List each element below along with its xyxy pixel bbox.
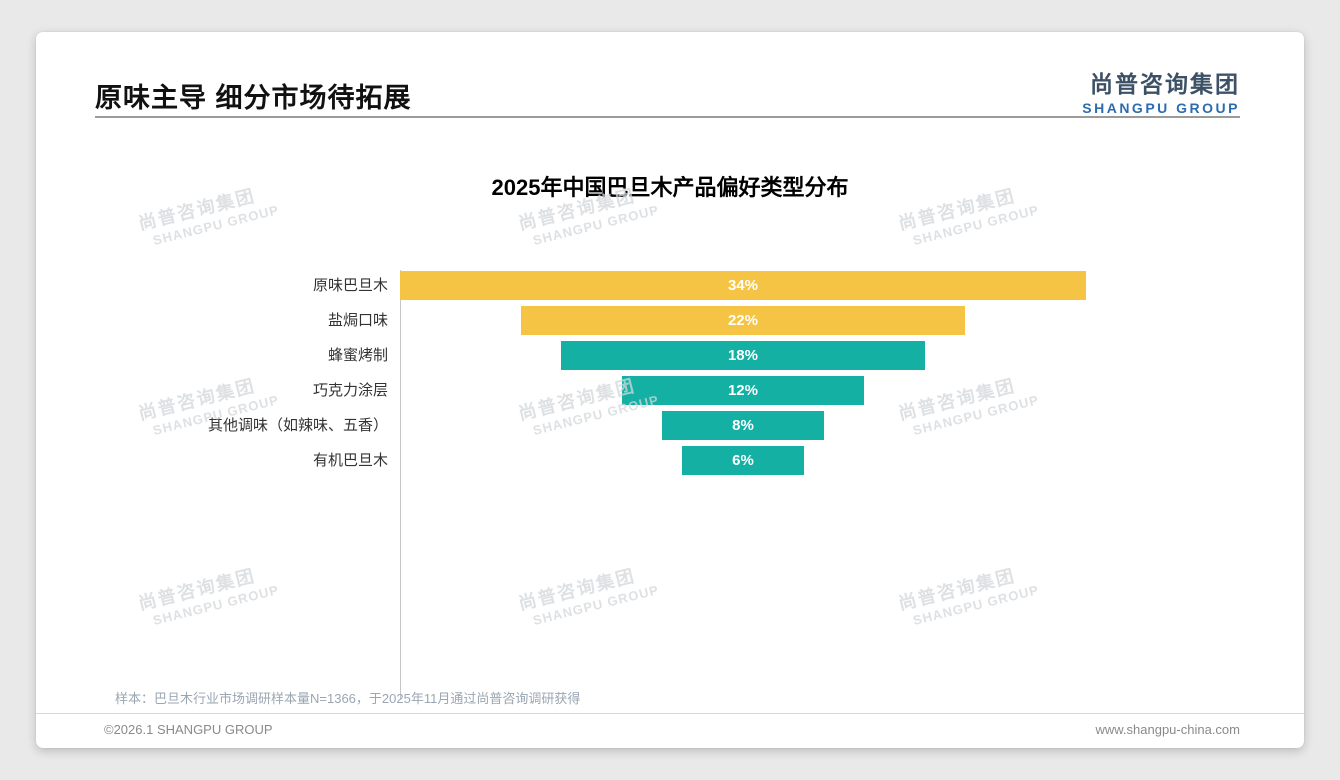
category-label: 原味巴旦木 [312, 277, 388, 294]
watermark-chinese-text: 尚普咨询集团 [516, 565, 638, 614]
footer-divider [36, 713, 1304, 714]
logo-chinese-text: 尚普咨询集团 [1090, 71, 1240, 97]
category-label: 其他调味（如辣味、五香） [207, 417, 388, 434]
watermark-chinese-text: 尚普咨询集团 [136, 565, 258, 614]
funnel-row: 原味巴旦木 34% [36, 271, 1304, 300]
funnel-bar: 34% [399, 271, 1087, 300]
watermark-english-text: SHANGPU GROUP [911, 581, 1041, 628]
brand-watermark: 尚普咨询集团 SHANGPU GROUP [896, 548, 1090, 632]
watermark-english-text: SHANGPU GROUP [531, 581, 661, 628]
chart-axis-line [400, 270, 401, 700]
brand-watermark: 尚普咨询集团 SHANGPU GROUP [516, 548, 710, 632]
bar-value-label: 18% [727, 347, 758, 364]
funnel-bar: 6% [682, 446, 804, 475]
bar-value-label: 12% [727, 382, 758, 399]
category-label: 有机巴旦木 [312, 452, 388, 469]
logo-english-text: SHANGPU GROUP [1082, 100, 1240, 116]
bar-value-label: 8% [732, 417, 754, 434]
page-title: 原味主导 细分市场待拓展 [95, 83, 412, 113]
funnel-rows: 原味巴旦木 34% 盐焗口味 22% 蜂蜜烤制 18% 巧克力涂层 12% 其他调味（如辣味、五… [36, 271, 1304, 491]
funnel-row: 蜂蜜烤制 18% [36, 341, 1304, 370]
category-label: 蜂蜜烤制 [327, 347, 388, 364]
funnel-bar: 22% [521, 306, 965, 335]
bar-value-label: 22% [727, 312, 758, 329]
category-label: 巧克力涂层 [312, 382, 388, 399]
brand-watermark: 尚普咨询集团 SHANGPU GROUP [136, 548, 330, 632]
funnel-row: 盐焗口味 22% [36, 306, 1304, 335]
chart-title: 2025年中国巴旦木产品偏好类型分布 [491, 175, 849, 200]
slide-card: 原味主导 细分市场待拓展 尚普咨询集团 SHANGPU GROUP 2025年中… [36, 32, 1304, 748]
footer-copyright: ©2026.1 SHANGPU GROUP [104, 722, 273, 737]
footer-website: www.shangpu-china.com [1095, 722, 1240, 737]
watermark-chinese-text: 尚普咨询集团 [896, 565, 1018, 614]
header-divider [95, 116, 1240, 118]
funnel-bar: 8% [662, 411, 824, 440]
sample-footnote: 样本：巴旦木行业市场调研样本量N=1366，于2025年11月通过尚普咨询调研获… [115, 691, 581, 706]
funnel-row: 巧克力涂层 12% [36, 376, 1304, 405]
funnel-row: 其他调味（如辣味、五香） 8% [36, 411, 1304, 440]
company-logo: 尚普咨询集团 SHANGPU GROUP [1082, 65, 1240, 116]
funnel-bar: 12% [621, 376, 865, 405]
bar-value-label: 6% [732, 452, 754, 469]
funnel-row: 有机巴旦木 6% [36, 446, 1304, 475]
category-label: 盐焗口味 [327, 312, 388, 329]
watermark-english-text: SHANGPU GROUP [151, 581, 281, 628]
funnel-bar: 18% [561, 341, 925, 370]
bar-value-label: 34% [727, 277, 758, 294]
